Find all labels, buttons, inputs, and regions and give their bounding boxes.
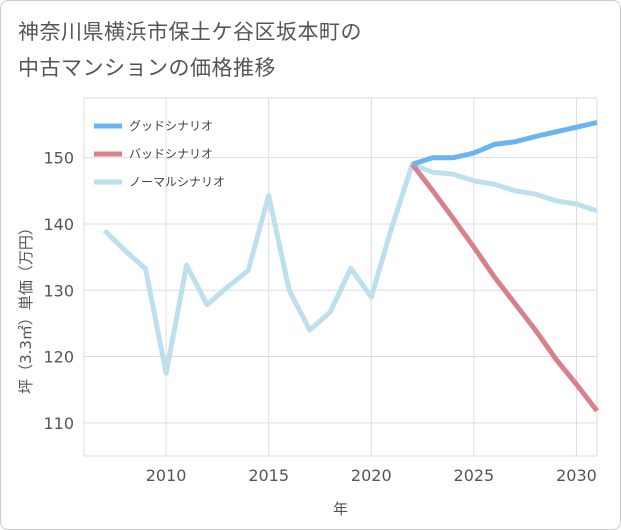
series-line-1	[410, 162, 599, 413]
series-line-0	[411, 120, 598, 167]
x-tick-label: 2015	[248, 466, 289, 485]
chart-title: 神奈川県横浜市保土ケ谷区坂本町の 中古マンションの価格推移	[18, 14, 578, 86]
plot-area-border	[83, 97, 598, 457]
title-line-1: 神奈川県横浜市保土ケ谷区坂本町の	[18, 20, 362, 44]
y-tick-label: 150	[43, 149, 74, 168]
tick-labels: 2010 2015 2020 2025 2030 110 120 130 140 150	[43, 149, 596, 485]
y-tick-label: 140	[43, 215, 74, 234]
x-tick-label: 2025	[454, 466, 495, 485]
y-tick-label: 120	[43, 348, 74, 367]
series-line-2	[102, 161, 598, 376]
grid	[83, 97, 598, 457]
y-tick-label: 130	[43, 281, 74, 300]
y-axis-label: 坪（3.3㎡）単価（万円）	[17, 220, 35, 394]
y-tick-label: 110	[43, 414, 74, 433]
legend-label: グッドシナリオ	[129, 119, 213, 133]
legend-label: バッドシナリオ	[129, 147, 213, 161]
x-tick-label: 2030	[556, 466, 597, 485]
x-tick-label: 2020	[351, 466, 392, 485]
title-line-2: 中古マンションの価格推移	[18, 56, 276, 80]
x-axis-label: 年	[333, 500, 348, 518]
legend-label: ノーマルシナリオ	[129, 175, 225, 189]
x-tick-label: 2010	[146, 466, 187, 485]
series-lines	[102, 120, 599, 413]
